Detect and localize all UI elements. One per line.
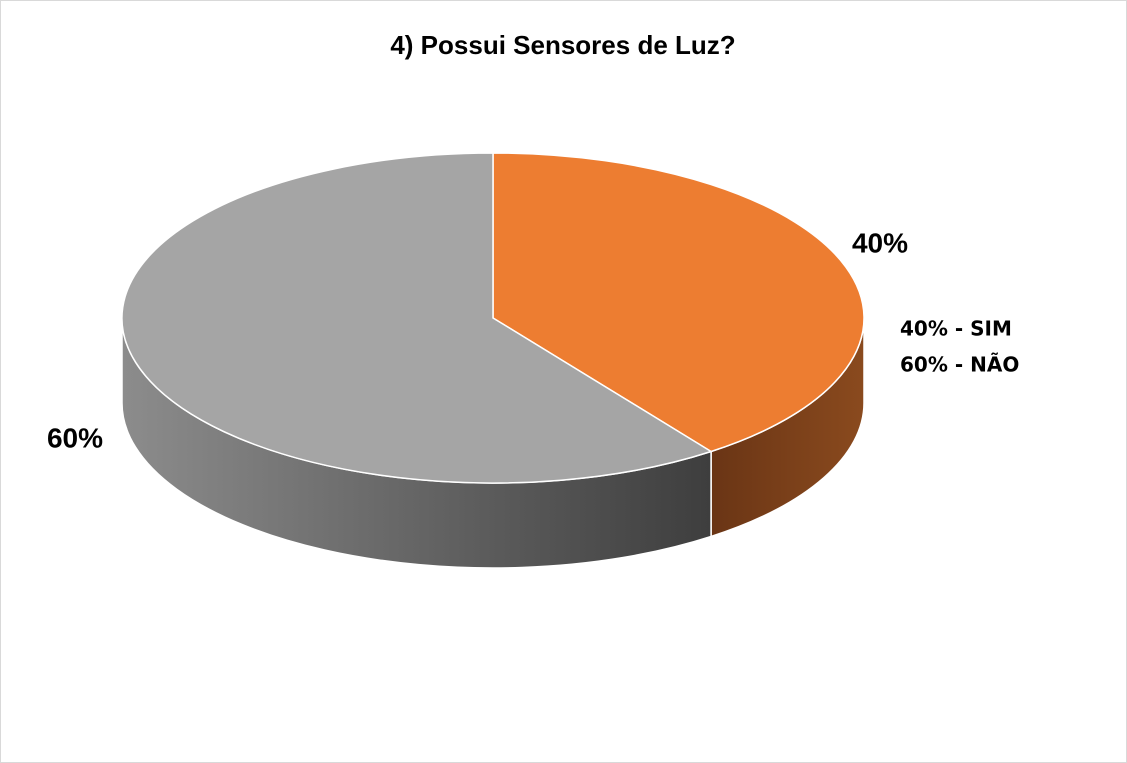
data-label: 40% bbox=[852, 227, 908, 258]
slice bbox=[492, 152, 865, 453]
data-label: 60% bbox=[47, 422, 103, 453]
annotation: 60% - NÃO bbox=[900, 353, 1019, 377]
annotation: 40% - SIM bbox=[900, 317, 1012, 341]
pie bbox=[121, 152, 865, 569]
slice bbox=[121, 152, 713, 484]
chart-title: 4) Possui Sensores de Luz? bbox=[390, 30, 735, 60]
